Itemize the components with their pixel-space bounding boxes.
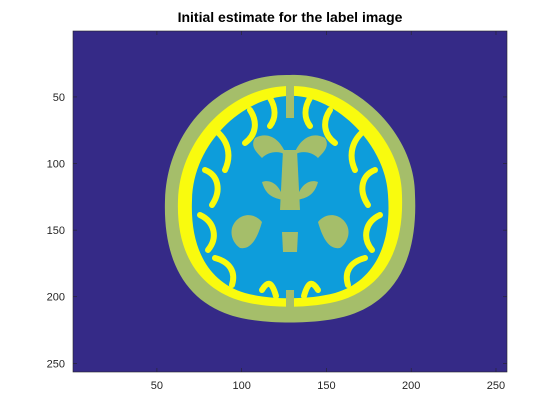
brain-label-image — [164, 74, 416, 323]
axes-box — [72, 30, 508, 373]
x-tick-label: 100 — [233, 380, 251, 392]
y-tick-label: 100 — [47, 159, 65, 171]
gray-matter-sulci — [197, 95, 383, 299]
y-tick-label: 150 — [47, 225, 65, 237]
y-axis: 50 100 150 200 250 — [47, 92, 507, 370]
plot-area — [72, 30, 508, 373]
x-tick-label: 50 — [151, 380, 163, 392]
x-tick-label: 150 — [317, 380, 335, 392]
label-region-ventricles — [231, 80, 349, 318]
y-tick-label: 50 — [53, 92, 65, 104]
chart-title: Initial estimate for the label image — [178, 9, 403, 25]
y-tick-label: 200 — [47, 292, 65, 304]
x-tick-label: 250 — [487, 380, 505, 392]
y-tick-label: 250 — [47, 358, 65, 370]
x-tick-label: 200 — [402, 380, 420, 392]
x-axis: 50 100 150 200 250 — [151, 31, 505, 392]
